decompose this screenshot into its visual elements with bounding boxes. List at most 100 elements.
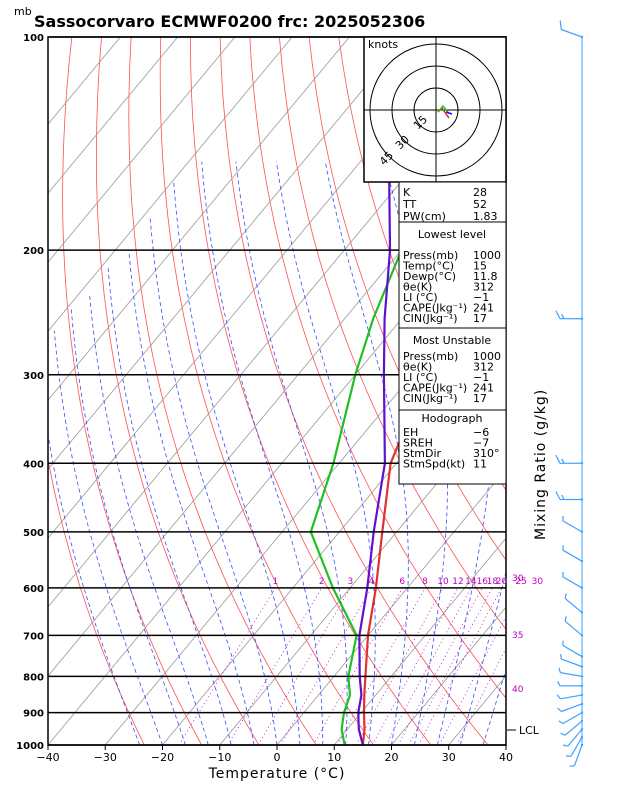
mixing-ratio-label: 12 (452, 577, 463, 587)
wind-barb-dot (580, 35, 584, 39)
mixing-ratio-label: 2 (319, 577, 325, 587)
table-row-value: −1 (473, 371, 489, 384)
mixing-ratio-label: 25 (515, 577, 526, 587)
wind-barb (555, 491, 584, 501)
mixing-ratio-line (418, 587, 502, 745)
wind-barb-dot (580, 586, 584, 590)
wind-barb-dot (580, 711, 584, 714)
table-row-label: SREH (403, 437, 433, 450)
pressure-tick-label: 200 (23, 246, 44, 257)
dry-adiabat (96, 37, 260, 745)
table-row-value: 1000 (473, 350, 501, 363)
index-value-k: 28 (473, 186, 487, 199)
mixing-ratio-line (439, 615, 506, 745)
pressure-tick-label: 700 (23, 631, 44, 642)
wind-barb-dot (580, 728, 584, 731)
wind-barb-shaft (570, 736, 583, 757)
wind-barb (557, 681, 584, 688)
mixing-ratio-line (257, 587, 351, 745)
mixing-ratio-label: 10 (437, 577, 449, 587)
wind-barb-dot (580, 317, 584, 320)
mixing-ratio-line (385, 587, 472, 745)
wind-barb (562, 728, 584, 747)
moist-adiabat-label: 35 (512, 631, 523, 641)
moist-adiabat (107, 265, 232, 745)
table-row-label: θe(K) (403, 361, 432, 374)
x-tick-label: −20 (151, 751, 174, 764)
index-value-tt: 52 (473, 198, 487, 211)
isotherm (551, 21, 618, 760)
wind-barb-half-flag (560, 732, 566, 736)
moist-adiabat (276, 161, 376, 745)
lowest-level-title: Lowest level (418, 228, 486, 241)
wind-barb-shaft (560, 672, 583, 677)
pressure-unit-label: mb (14, 5, 32, 18)
pressure-tick-label: 600 (23, 584, 44, 595)
wind-barb-flag (555, 454, 561, 464)
hodograph-trace-high (445, 111, 453, 115)
wind-barb (562, 640, 584, 658)
profile-dewpoint (309, 37, 465, 745)
wind-barb-dot (580, 655, 584, 658)
dry-adiabat (190, 37, 432, 745)
wind-barb-half-flag (561, 494, 565, 500)
dry-adiabat (48, 457, 145, 745)
wind-barb-half-flag (557, 707, 562, 712)
dry-adiabat (62, 37, 203, 745)
x-tick-label: −40 (36, 751, 59, 764)
table-row-label: LI (°C) (403, 371, 438, 384)
wind-barb (558, 667, 584, 678)
table-row-label: Press(mb) (403, 350, 458, 363)
pressure-tick-label: 900 (23, 709, 44, 720)
mixing-ratio-axis-label: Mixing Ratio (g/kg) (533, 389, 549, 540)
wind-barbs (555, 20, 584, 767)
dry-adiabat (159, 37, 374, 745)
lcl-label: LCL (519, 724, 540, 737)
wind-barb-shaft (561, 703, 583, 713)
wind-barb-dot (580, 498, 584, 501)
wind-barb (569, 743, 584, 767)
wind-barb-half-flag (564, 593, 567, 599)
table-row-label: CIN(Jkg⁻¹) (403, 312, 458, 325)
moist-adiabat (482, 668, 506, 745)
isotherm (390, 606, 506, 745)
wind-barb (564, 616, 584, 637)
isotherm (505, 744, 506, 745)
wind-barb-shaft (564, 597, 583, 614)
mixing-ratio-line (371, 587, 459, 745)
wind-barb-flag (559, 20, 562, 30)
wind-barb-dot (580, 743, 584, 747)
wind-barb-shaft (562, 549, 583, 562)
wind-barb (562, 545, 584, 563)
table-row-label: CAPE(Jkg⁻¹) (403, 302, 467, 315)
table-row-value: 241 (473, 382, 494, 395)
table-row-label: Temp(°C) (402, 260, 454, 273)
table-row-label: LI (°C) (403, 291, 438, 304)
mixing-ratio-line (178, 587, 276, 745)
moist-adiabat-label: 40 (512, 685, 524, 695)
table-row-value: 15 (473, 260, 487, 273)
isotherm (48, 192, 506, 745)
most-unstable-rows: Press(mb) 1000 θe(K) 312 LI (°C) −1 CAPE(Jkg⁻¹… (403, 350, 501, 405)
dry-adiabat (308, 37, 506, 561)
hodograph-table-rows: EH −6 SREH −7 StmDir 310° StmSpd(kt) 11 (403, 426, 500, 471)
most-unstable-box (398, 327, 507, 411)
wind-barb-shaft (561, 28, 583, 38)
x-tick-label: 0 (274, 751, 281, 764)
moist-adiabat (70, 306, 186, 745)
mixing-ratio-line (312, 587, 403, 745)
x-axis-label: Temperature (°C) (208, 766, 346, 782)
index-label-k: K (403, 186, 411, 199)
wind-barb (555, 454, 584, 465)
mixing-ratio-line (227, 587, 323, 745)
table-row-label: EH (403, 426, 418, 439)
wind-barb-shaft (567, 728, 583, 747)
table-row-value: 17 (473, 392, 487, 405)
table-row-value: 312 (473, 281, 494, 294)
mixing-ratio-label: 8 (422, 577, 428, 587)
wind-barb-shaft (564, 620, 583, 636)
table-row-label: Press(mb) (403, 249, 458, 262)
most-unstable-title: Most Unstable (413, 334, 492, 347)
index-label-pw: PW(cm) (403, 210, 446, 223)
